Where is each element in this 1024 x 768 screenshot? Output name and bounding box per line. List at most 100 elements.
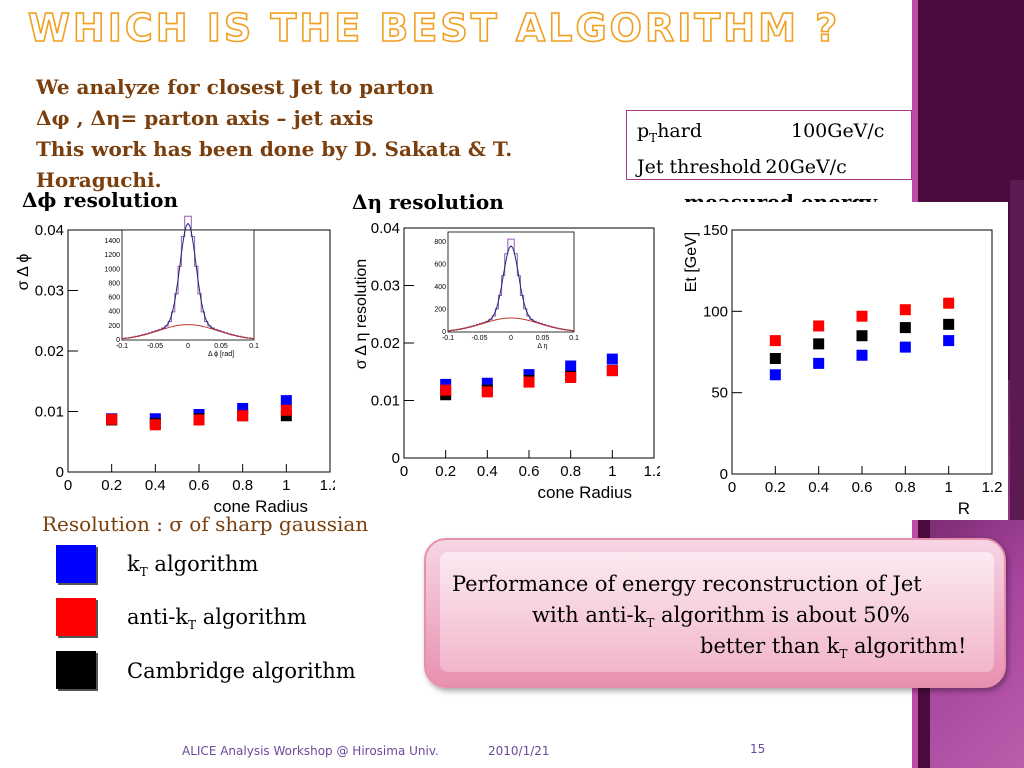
- jet-threshold-label: Jet threshold: [637, 155, 762, 178]
- legend-title: Resolution : σ of sharp gaussian: [42, 512, 369, 536]
- x-tick-label: 1.2: [644, 463, 660, 480]
- kt-data-point: [813, 357, 825, 369]
- x-tick-label: 0.6: [519, 463, 540, 480]
- y-tick-label: 150: [703, 222, 728, 239]
- parameters-box: pThard 100GeV/c Jet threshold 20GeV/c: [626, 110, 912, 180]
- x-tick-label: 1.2: [982, 479, 1003, 496]
- intro-line-3: This work has been done by D. Sakata & T…: [36, 137, 513, 192]
- x-tick-label: 1: [944, 479, 952, 496]
- x-tick-label: 0: [64, 477, 72, 494]
- y-tick-label: 0.02: [35, 343, 64, 360]
- y-tick-label: 0: [720, 466, 728, 483]
- x-tick-label: 1: [282, 477, 290, 494]
- antikt-data-point: [769, 335, 781, 347]
- x-tick-label: 0: [400, 463, 408, 480]
- jet-threshold-value: 20GeV/c: [765, 155, 847, 178]
- callout-line-1: Performance of energy reconstruction of …: [452, 572, 922, 596]
- inset-frame: [447, 231, 575, 333]
- side-bar: [1010, 180, 1024, 520]
- kt-swatch: [56, 545, 96, 583]
- antikt-data-point: [856, 310, 868, 322]
- kt-data-point: [523, 369, 535, 381]
- legend-label-kt: kT algorithm: [127, 552, 259, 580]
- x-tick-label: 0.2: [435, 463, 456, 480]
- antikt-data-point: [440, 384, 452, 396]
- callout-line-3: better than kT algorithm!: [700, 634, 967, 662]
- cambridge-data-point: [813, 338, 825, 350]
- inset-x-axis-label: Δ η: [537, 343, 547, 350]
- legend-swatch-cambridge: [56, 651, 96, 689]
- legend-swatch-antikt: [56, 598, 96, 636]
- callout-inner: [440, 552, 994, 672]
- antikt-data-point: [237, 410, 249, 422]
- inset-y-tick-label: 400: [108, 309, 120, 316]
- y-tick-label: 100: [703, 303, 728, 320]
- inset-y-tick-label: 1200: [104, 252, 120, 259]
- x-axis-label: cone Radius: [213, 497, 308, 512]
- x-axis-label: R: [958, 499, 970, 518]
- x-tick-label: 0.4: [808, 479, 829, 496]
- inset-x-tick-label: -0.05: [147, 343, 163, 350]
- pthard-value: 100GeV/c: [791, 120, 885, 142]
- kt-data-point: [565, 360, 577, 372]
- x-tick-label: 0.4: [477, 463, 498, 480]
- measured-energy-chart: 0 0.2 0.4 0.6 0.8 1 1.2 0 50 100 150 R Et [GeV]: [676, 202, 1008, 520]
- kt-data-point: [440, 378, 452, 390]
- inset-y-tick-label: 800: [434, 239, 446, 246]
- y-tick-label: 0.03: [371, 278, 400, 295]
- x-tick-label: 1: [608, 463, 616, 480]
- x-tick-label: 1.2: [320, 477, 335, 494]
- kt-data-point: [943, 335, 955, 347]
- legend-swatch-kt: [56, 545, 96, 583]
- intro-text: We analyze for closest Jet to parton Δφ …: [36, 72, 616, 196]
- y-axis-label: σ Δ η resolution: [353, 259, 370, 369]
- legend-label-cambridge: Cambridge algorithm: [127, 659, 356, 683]
- conclusion-callout: Performance of energy reconstruction of …: [424, 538, 1006, 688]
- inset-y-tick-label: 200: [108, 323, 120, 330]
- x-tick-label: 0.8: [895, 479, 916, 496]
- inset-y-tick-label: 1000: [104, 266, 120, 273]
- y-tick-label: 50: [711, 385, 728, 402]
- y-tick-label: 0: [392, 450, 400, 467]
- antikt-data-point: [606, 365, 618, 377]
- slide-title: Which is the best algorithm ?: [27, 5, 841, 51]
- deta-resolution-chart: 0 0.2 0.4 0.6 0.8 1 1.2 0 0.01 0.02 0.03 0.04 cone R…: [348, 214, 660, 498]
- antikt-data-point: [481, 386, 493, 398]
- x-tick-label: 0.6: [852, 479, 873, 496]
- kt-data-point: [769, 369, 781, 381]
- inset-x-tick-label: 0.05: [214, 343, 228, 350]
- inset-x-tick-label: -0.1: [116, 343, 128, 350]
- y-tick-label: 0.03: [35, 283, 64, 300]
- footer-page-number: 15: [750, 742, 766, 756]
- antikt-data-point: [899, 304, 911, 316]
- y-tick-label: 0.01: [371, 393, 400, 410]
- y-tick-label: 0.04: [35, 222, 64, 239]
- dphi-resolution-chart: 0 0.2 0.4 0.6 0.8 1 1.2 0 0.01 0.02 0.03 0.04 cone R…: [10, 212, 335, 512]
- antikt-data-point: [106, 413, 118, 425]
- inset-x-tick-label: -0.1: [442, 335, 454, 342]
- inset-y-tick-label: 600: [434, 262, 446, 269]
- legend-label-antikt: anti-kT algorithm: [127, 605, 307, 633]
- inset-x-tick-label: 0.1: [249, 343, 259, 350]
- inset-background-curve: [447, 317, 575, 332]
- kt-data-point: [606, 353, 618, 365]
- inset-x-tick-label: 0: [509, 335, 513, 342]
- y-tick-label: 0.01: [35, 404, 64, 421]
- inset-x-tick-label: -0.05: [472, 335, 488, 342]
- cambridge-data-point: [943, 318, 955, 330]
- cambridge-data-point: [856, 330, 868, 342]
- cambridge-data-point: [899, 322, 911, 334]
- antikt-data-point: [523, 376, 535, 388]
- cambridge-swatch: [56, 651, 96, 689]
- inset-y-tick-label: 200: [434, 307, 446, 314]
- footer-event: ALICE Analysis Workshop @ Hirosima Univ.: [182, 744, 439, 758]
- antikt-data-point: [943, 297, 955, 309]
- inset-y-tick-label: 400: [434, 284, 446, 291]
- y-tick-label: 0.04: [371, 220, 400, 237]
- kt-data-point: [856, 349, 868, 361]
- inset-y-tick-label: 600: [108, 295, 120, 302]
- inset-y-tick-label: 1400: [104, 238, 120, 245]
- x-tick-label: 0.6: [189, 477, 210, 494]
- cambridge-data-point: [769, 353, 781, 365]
- antikt-data-point: [280, 404, 292, 416]
